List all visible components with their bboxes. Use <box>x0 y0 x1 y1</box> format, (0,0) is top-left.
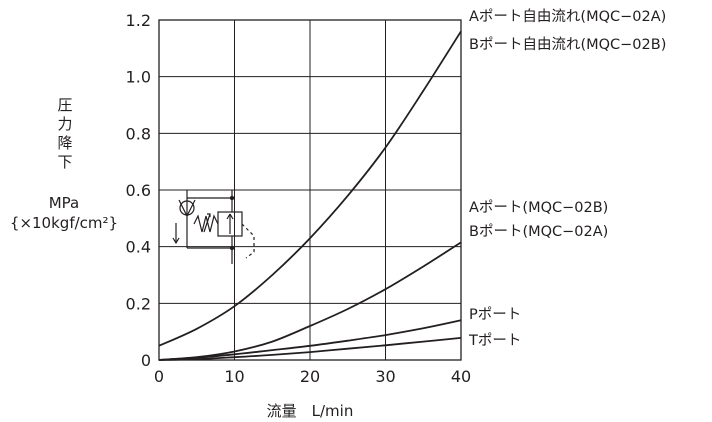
tick-labels: 0 10 20 30 40 0 0.2 0.4 0.6 0.8 1.0 1.2 <box>126 11 472 386</box>
y-tick-label: 0.8 <box>126 124 151 143</box>
plot-frame <box>158 19 462 361</box>
y-axis-label-char: 下 <box>57 153 72 171</box>
series-label: Pポート <box>469 306 521 323</box>
series-layer <box>158 30 462 361</box>
x-tick-label: 20 <box>300 367 320 386</box>
y-axis-label-char: 降 <box>57 134 72 152</box>
y-tick-label: 0.4 <box>126 238 151 257</box>
series-label: Bポート自由流れ(MQC−02B) <box>469 36 666 53</box>
y-axis-unit-line: MPa <box>49 194 80 212</box>
y-axis-unit: MPa {×10kgf/cm²} <box>10 194 118 232</box>
grid <box>158 19 462 361</box>
series-line-3 <box>158 319 462 361</box>
y-tick-label: 0.6 <box>126 181 151 200</box>
series-label: Aポート(MQC−02B) <box>469 199 608 216</box>
check-valve-symbol-icon <box>172 190 255 264</box>
series-labels: Aポート自由流れ(MQC−02A) Bポート自由流れ(MQC−02B) Aポート(M… <box>468 8 666 349</box>
series-label: Aポート自由流れ(MQC−02A) <box>469 8 666 25</box>
y-tick-label: 0 <box>141 351 151 370</box>
series-line-2 <box>158 241 462 361</box>
y-axis-label-char: 力 <box>57 115 72 133</box>
y-axis-label-char: 圧 <box>57 96 72 114</box>
x-axis-label: 流量 L/min <box>267 402 354 420</box>
y-tick-label: 1.0 <box>126 68 151 87</box>
y-tick-label: 1.2 <box>126 11 151 30</box>
series-line-1 <box>158 30 462 347</box>
y-axis-unit-line: {×10kgf/cm²} <box>10 214 118 232</box>
x-tick-label: 10 <box>224 367 244 386</box>
series-label: Tポート <box>468 332 521 349</box>
y-tick-label: 0.2 <box>126 294 151 313</box>
x-tick-label: 40 <box>451 367 471 386</box>
series-label: Bポート(MQC−02A) <box>469 223 608 240</box>
x-tick-label: 30 <box>375 367 395 386</box>
series-line-4 <box>158 337 462 361</box>
x-tick-label: 0 <box>154 367 164 386</box>
